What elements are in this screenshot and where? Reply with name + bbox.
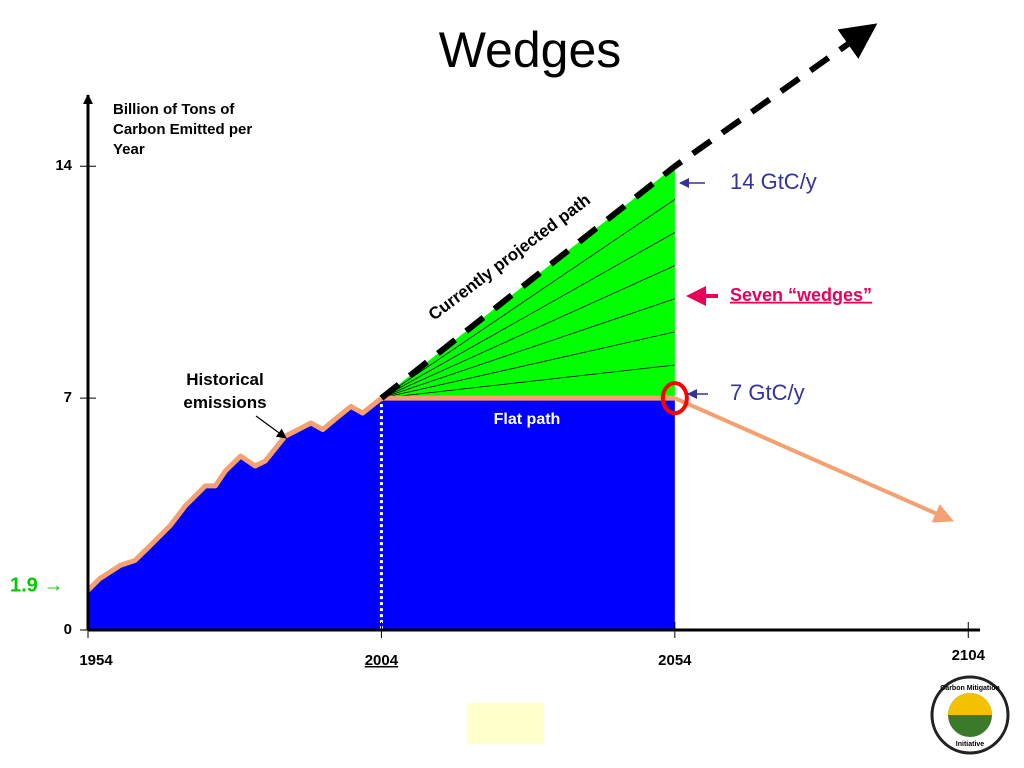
x-tick-label: 2104	[952, 647, 986, 664]
historical-area	[88, 398, 382, 630]
wedge-line	[381, 331, 675, 399]
y-tick-label: 0	[64, 621, 72, 638]
highlight-circle	[660, 381, 689, 416]
declining-line	[674, 396, 954, 523]
x-tick-label: 2054	[658, 652, 692, 669]
placeholder-box	[467, 703, 544, 744]
logo-sun	[948, 693, 992, 715]
projected-line	[379, 23, 878, 401]
flat-rate-label: 7 GtC/y	[730, 380, 805, 405]
wedge-line	[381, 265, 676, 399]
plot: 0 7 14 1954 2004 2054 2104	[55, 23, 986, 669]
wedge-line	[381, 364, 675, 399]
historical-label: Historical emissions	[183, 370, 267, 412]
x-tick-label: 1954	[79, 652, 113, 669]
y-tick-label: 7	[64, 389, 72, 406]
x-tick-label: 2004	[365, 652, 399, 669]
logo-text: Carbon Mitigation	[940, 685, 1000, 692]
flat-label: Flat path	[494, 411, 561, 428]
y-tick-label: 14	[55, 157, 72, 174]
start-label: 1.9 →	[10, 574, 63, 596]
flat-area	[381, 398, 675, 630]
wedges-label: Seven “wedges”	[730, 285, 872, 305]
historical-line	[86, 396, 383, 593]
wedge-line	[381, 199, 676, 399]
chart-title: Wedges	[439, 22, 622, 78]
wedge-line	[381, 298, 675, 399]
pointer-arrow	[255, 415, 287, 439]
top-rate-label: 14 GtC/y	[730, 169, 817, 194]
y-axis-label: Billion of Tons of Carbon Emitted per Ye…	[113, 101, 253, 158]
logo-text: Initiative	[956, 741, 985, 748]
logo: Carbon Mitigation Initiative	[930, 675, 1010, 755]
wedge-line	[381, 232, 676, 399]
